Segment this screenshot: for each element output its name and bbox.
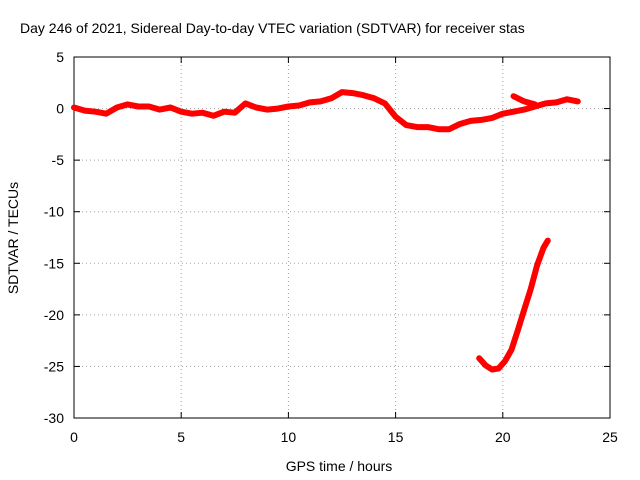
- series-line-upper-branch: [510, 93, 538, 108]
- y-tick-label: 0: [56, 101, 64, 117]
- x-tick-label: 0: [70, 429, 78, 445]
- x-tick-label: 10: [281, 429, 297, 445]
- y-tick-label: 5: [56, 49, 64, 65]
- x-tick-label: 15: [388, 429, 404, 445]
- x-axis-label: GPS time / hours: [286, 458, 393, 474]
- series-line-main: [71, 89, 581, 133]
- x-tick-label: 20: [495, 429, 511, 445]
- y-tick-label: -10: [44, 204, 64, 220]
- y-tick-label: -20: [44, 307, 64, 323]
- plot-frame: [73, 56, 611, 419]
- x-tick-label: 25: [602, 429, 618, 445]
- data-series: [71, 89, 581, 373]
- series-line-descending-arc: [476, 237, 551, 373]
- y-tick-label: -15: [44, 255, 64, 271]
- y-tick-label: -25: [44, 358, 64, 374]
- x-tick-label: 5: [177, 429, 185, 445]
- y-tick-label: -5: [52, 152, 65, 168]
- chart-title: Day 246 of 2021, Sidereal Day-to-day VTE…: [20, 20, 525, 36]
- y-axis-label: SDTVAR / TECUs: [5, 182, 21, 294]
- ticks: 0 5 10 15 20 25 5 0 -5 -10 -15 -20 -25 -30: [44, 49, 618, 445]
- y-tick-label: -30: [44, 410, 64, 426]
